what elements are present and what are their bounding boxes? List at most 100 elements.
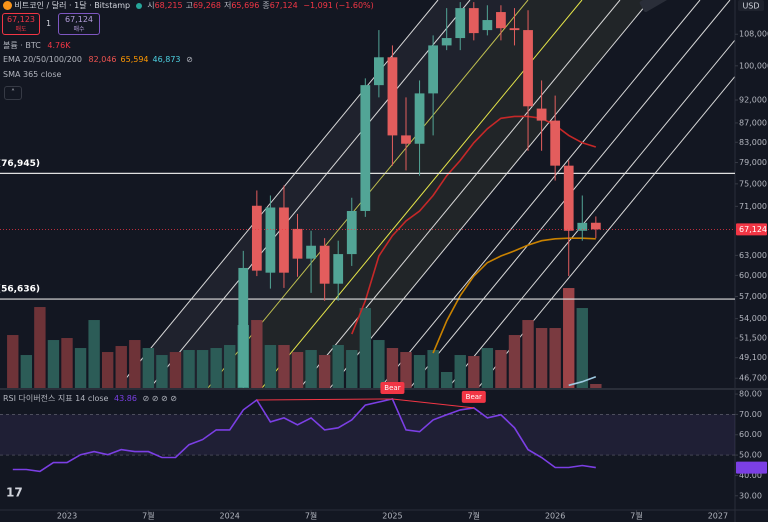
candle-body xyxy=(360,85,371,211)
ohlc-label: 저 xyxy=(223,1,232,10)
x-tick-label: 7월 xyxy=(142,511,154,521)
rsi-line xyxy=(12,397,596,473)
ema-line xyxy=(568,375,597,387)
volume-bar xyxy=(346,350,358,388)
hide-icon[interactable]: ⊘ xyxy=(186,55,193,64)
status-dot xyxy=(135,2,142,9)
y-tick-label: 108,000 xyxy=(739,30,768,39)
y-tick-label: 60.00 xyxy=(739,430,762,439)
y-tick-label: 75,000 xyxy=(739,179,767,188)
candle-body xyxy=(292,228,303,259)
x-tick-label: 7월 xyxy=(630,511,642,521)
volume-bar xyxy=(251,320,263,388)
divergence-label: Bear xyxy=(384,384,400,392)
candle-body xyxy=(428,45,439,94)
x-tick-label: 2025 xyxy=(382,512,402,521)
volume-bar xyxy=(196,350,209,388)
candle-body xyxy=(238,267,249,388)
candle-body xyxy=(509,28,520,31)
volume-bar xyxy=(549,328,561,388)
candle-body xyxy=(414,93,425,144)
y-tick-label: 71,000 xyxy=(739,202,767,211)
x-tick-label: 7월 xyxy=(468,511,480,521)
ohlc-label: 시 xyxy=(147,1,155,10)
volume-bar xyxy=(590,384,602,388)
current-price-box xyxy=(736,223,767,236)
divergence-line xyxy=(256,398,393,401)
candle-body xyxy=(482,20,493,31)
settings-icons[interactable]: ⊘ ⊘ ⊘ ⊘ xyxy=(142,394,177,403)
y-tick-label: 83,000 xyxy=(739,138,767,147)
y-tick-label: 51,500 xyxy=(739,334,767,343)
currency-box[interactable] xyxy=(738,0,764,11)
channel-line xyxy=(117,0,439,388)
volume-bar xyxy=(508,335,521,388)
x-tick-label: 2026 xyxy=(545,512,565,521)
channel-fill xyxy=(118,0,528,388)
buy-price: 67,124 xyxy=(65,15,93,24)
sell-button[interactable]: 67,123 매도 xyxy=(2,13,40,35)
volume-bar xyxy=(7,335,19,388)
volume-bar xyxy=(264,345,277,388)
ohlc-value: 67,124 xyxy=(269,1,298,10)
volume-bar xyxy=(413,355,426,388)
legend-name[interactable]: EMA 20/50/100/200 xyxy=(3,55,82,64)
volume-bar xyxy=(535,328,548,388)
ema-legend: EMA 20/50/100/200 82,046 65,594 46,873 ⊘ xyxy=(3,55,193,64)
rsi-value-box xyxy=(736,461,767,474)
rsi-band xyxy=(0,414,735,456)
candle-body xyxy=(523,30,533,107)
price-pane: (76,945) (56,636) xyxy=(0,2,735,388)
candle-body xyxy=(387,57,398,136)
candle-body xyxy=(536,108,547,121)
channel-line xyxy=(447,39,735,388)
legend-value: 65,594 xyxy=(120,55,149,64)
volume-bar xyxy=(20,355,33,388)
channel-line xyxy=(329,0,651,388)
y-tick-label: 54,000 xyxy=(739,314,767,323)
candle-body xyxy=(251,205,262,271)
divergence-tag xyxy=(380,381,405,394)
volume-bar xyxy=(224,345,236,388)
y-tick-label: 46,700 xyxy=(739,374,767,383)
volume-bar xyxy=(427,350,439,388)
divergence-line xyxy=(392,398,474,409)
legend-values: 82,046 65,594 46,873 xyxy=(85,55,181,64)
candle-body xyxy=(346,210,357,255)
ohlc-label: 종 xyxy=(262,1,270,10)
drawing-handle[interactable] xyxy=(639,0,671,13)
volume-bar xyxy=(142,348,155,388)
y-tick-label: 50.00 xyxy=(739,451,762,460)
legend-name[interactable]: 볼륨 · BTC xyxy=(3,41,41,50)
legend-name[interactable]: SMA 365 close xyxy=(3,70,62,79)
y-tick-label: 63,000 xyxy=(739,251,767,260)
volume-bar xyxy=(522,320,534,388)
ohlc-value: 69,268 xyxy=(192,1,221,10)
volume-bar xyxy=(386,348,399,388)
volume-bar xyxy=(34,307,46,388)
volume-bar xyxy=(481,348,494,388)
volume-bar xyxy=(468,356,480,388)
collapse-button[interactable]: ˄ xyxy=(4,86,22,100)
quantity[interactable]: 1 xyxy=(46,19,52,28)
legend-value: 82,046 xyxy=(88,55,117,64)
y-tick-label: 57,000 xyxy=(739,292,767,301)
candle-body xyxy=(319,245,330,284)
channel-line xyxy=(149,0,471,388)
ohlc-label: 고 xyxy=(185,1,193,10)
volume-bar xyxy=(183,350,195,388)
buy-button[interactable]: 67,124 매수 xyxy=(58,13,100,35)
volume-bar xyxy=(373,340,385,388)
channel-line xyxy=(379,0,701,388)
rsi-legend: RSI 다이버전스 지표 14 close 43.86 ⊘ ⊘ ⊘ ⊘ xyxy=(3,393,177,404)
legend-name[interactable]: RSI 다이버전스 지표 14 close xyxy=(3,394,109,403)
volume-bar xyxy=(169,352,182,388)
candle-body xyxy=(550,120,561,166)
volume-bar xyxy=(74,348,87,388)
candle-body xyxy=(441,38,452,46)
horizontal-line-label: (76,945) xyxy=(0,159,40,169)
volume-bar xyxy=(318,355,331,388)
symbol[interactable]: 비트코인 / 달러 · 1달 · Bitstamp xyxy=(14,1,131,10)
volume-bar xyxy=(115,346,127,388)
